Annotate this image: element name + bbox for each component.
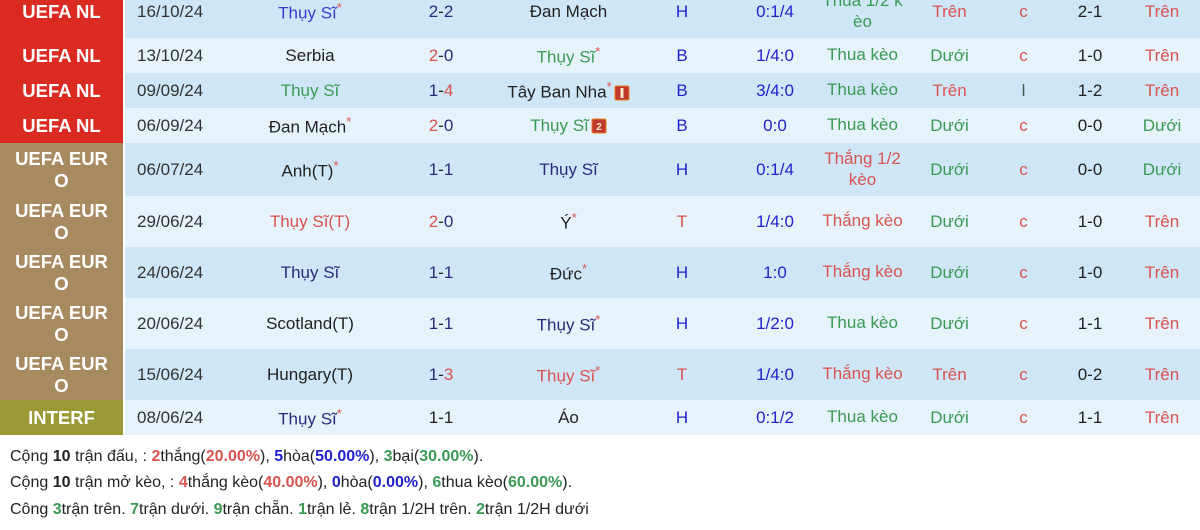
svg-text:2: 2 — [596, 122, 602, 133]
